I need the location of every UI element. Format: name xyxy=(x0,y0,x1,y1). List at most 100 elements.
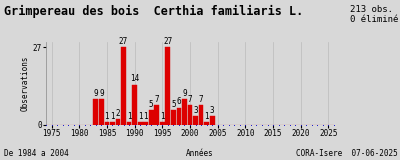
Bar xyxy=(182,99,187,125)
Point xyxy=(253,124,260,126)
Y-axis label: Observations: Observations xyxy=(21,56,30,111)
Point xyxy=(54,124,60,126)
Point xyxy=(43,124,49,126)
Point xyxy=(82,124,88,126)
Text: CORA-Isere  07-06-2025: CORA-Isere 07-06-2025 xyxy=(296,149,398,158)
Point xyxy=(303,124,310,126)
Bar xyxy=(199,105,204,125)
Text: 1: 1 xyxy=(105,112,109,121)
Text: Années: Années xyxy=(186,149,214,158)
Text: 1: 1 xyxy=(110,112,115,121)
Point xyxy=(264,124,271,126)
Text: 2: 2 xyxy=(116,109,120,118)
Bar xyxy=(121,47,126,125)
Text: 5: 5 xyxy=(149,100,154,109)
Text: 1: 1 xyxy=(138,112,142,121)
Bar xyxy=(104,122,109,125)
Point xyxy=(165,124,171,126)
Point xyxy=(109,124,116,126)
Bar xyxy=(176,108,181,125)
Point xyxy=(281,124,287,126)
Point xyxy=(331,124,337,126)
Point xyxy=(320,124,326,126)
Bar xyxy=(204,122,209,125)
Point xyxy=(181,124,188,126)
Point xyxy=(204,124,210,126)
Point xyxy=(214,124,221,126)
Point xyxy=(198,124,204,126)
Point xyxy=(170,124,176,126)
Point xyxy=(126,124,132,126)
Point xyxy=(209,124,215,126)
Text: 14: 14 xyxy=(130,75,139,84)
Point xyxy=(70,124,77,126)
Point xyxy=(104,124,110,126)
Point xyxy=(314,124,320,126)
Point xyxy=(248,124,254,126)
Point xyxy=(120,124,127,126)
Point xyxy=(309,124,315,126)
Text: 3: 3 xyxy=(210,106,214,115)
Point xyxy=(154,124,160,126)
Text: 9: 9 xyxy=(99,89,104,98)
Bar xyxy=(160,122,165,125)
Text: 1: 1 xyxy=(127,112,131,121)
Point xyxy=(60,124,66,126)
Bar xyxy=(94,99,98,125)
Bar xyxy=(132,85,137,125)
Text: 7: 7 xyxy=(199,95,203,104)
Point xyxy=(65,124,71,126)
Text: 7: 7 xyxy=(188,95,192,104)
Point xyxy=(298,124,304,126)
Point xyxy=(115,124,121,126)
Point xyxy=(237,124,243,126)
Bar xyxy=(127,122,132,125)
Bar xyxy=(193,116,198,125)
Point xyxy=(325,124,332,126)
Point xyxy=(270,124,276,126)
Bar xyxy=(138,122,142,125)
Point xyxy=(187,124,193,126)
Point xyxy=(292,124,298,126)
Point xyxy=(286,124,293,126)
Point xyxy=(242,124,248,126)
Point xyxy=(231,124,238,126)
Point xyxy=(137,124,143,126)
Point xyxy=(176,124,182,126)
Point xyxy=(226,124,232,126)
Bar xyxy=(188,105,192,125)
Bar xyxy=(116,119,120,125)
Point xyxy=(48,124,55,126)
Bar xyxy=(143,122,148,125)
Text: 5: 5 xyxy=(171,100,176,109)
Point xyxy=(276,124,282,126)
Text: 3: 3 xyxy=(193,106,198,115)
Point xyxy=(142,124,149,126)
Bar xyxy=(154,105,159,125)
Text: 6: 6 xyxy=(177,97,181,106)
Point xyxy=(98,124,104,126)
Text: 7: 7 xyxy=(154,95,159,104)
Text: 27: 27 xyxy=(119,37,128,46)
Bar xyxy=(149,110,154,125)
Text: Grimpereau des bois  Certhia familiaris L.: Grimpereau des bois Certhia familiaris L… xyxy=(4,5,303,18)
Point xyxy=(132,124,138,126)
Point xyxy=(148,124,154,126)
Point xyxy=(220,124,226,126)
Text: 9: 9 xyxy=(182,89,187,98)
Text: 1: 1 xyxy=(143,112,148,121)
Point xyxy=(76,124,82,126)
Point xyxy=(87,124,94,126)
Bar xyxy=(99,99,104,125)
Text: De 1984 a 2004: De 1984 a 2004 xyxy=(4,149,69,158)
Text: 9: 9 xyxy=(94,89,98,98)
Text: 27: 27 xyxy=(163,37,172,46)
Text: 213 obs.
0 éliminé: 213 obs. 0 éliminé xyxy=(350,5,398,24)
Text: 1: 1 xyxy=(160,112,165,121)
Bar xyxy=(166,47,170,125)
Point xyxy=(93,124,99,126)
Point xyxy=(259,124,265,126)
Point xyxy=(192,124,199,126)
Point xyxy=(159,124,166,126)
Bar xyxy=(171,110,176,125)
